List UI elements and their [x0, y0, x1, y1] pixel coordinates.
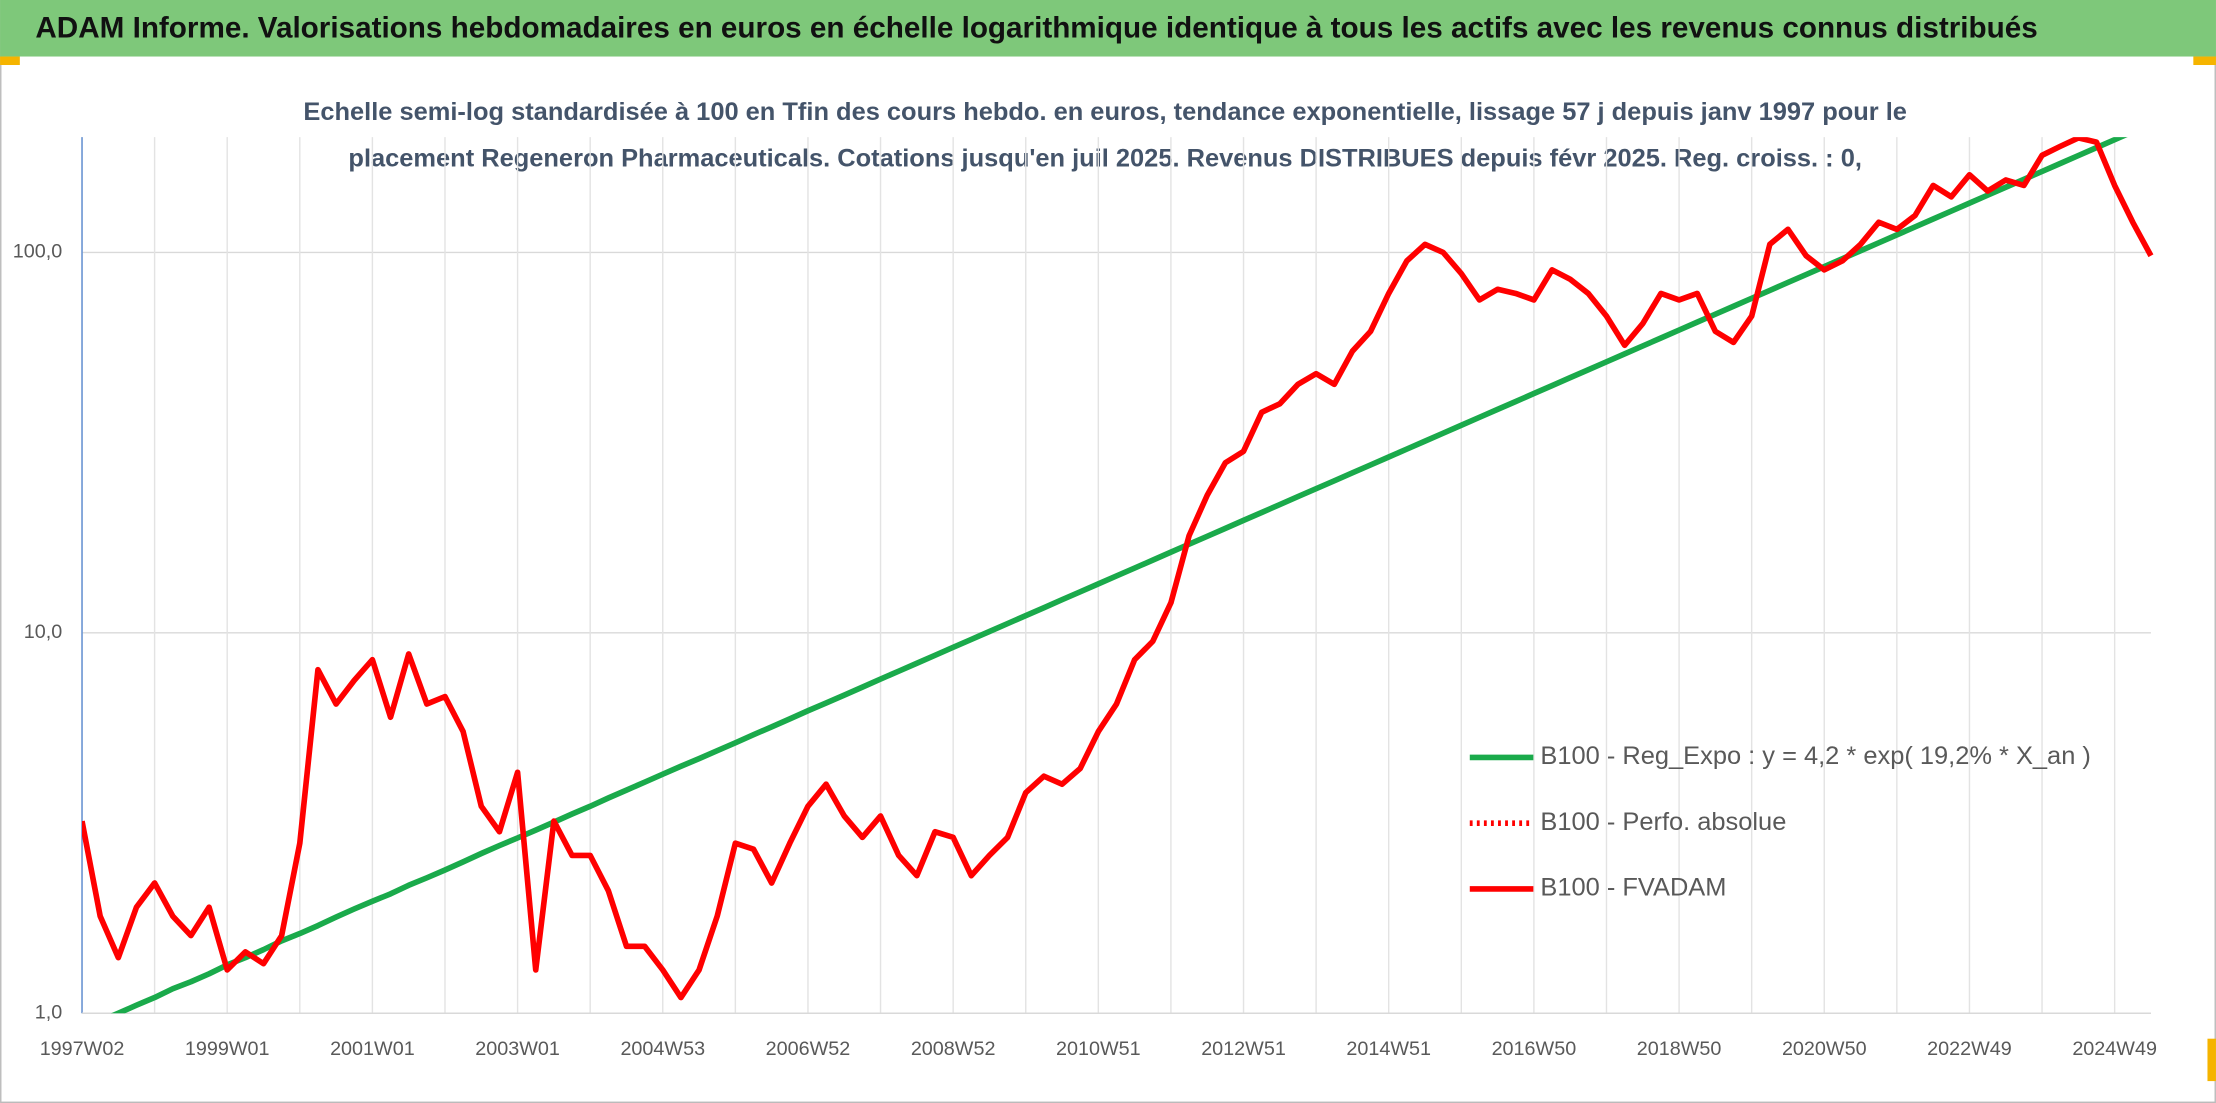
legend-label: B100 - FVADAM [1540, 874, 1726, 902]
x-tick-label: 2008W52 [911, 1038, 996, 1060]
corner-mark [2193, 56, 2216, 66]
x-tick-label: 2001W01 [330, 1038, 415, 1060]
corner-mark [2207, 1038, 2216, 1082]
series-line [110, 137, 2128, 1014]
y-tick-label: 100,0 [13, 241, 62, 263]
x-tick-label: 2014W51 [1346, 1038, 1431, 1060]
x-tick-label: 1997W02 [40, 1038, 125, 1060]
x-tick-label: 2004W53 [620, 1038, 705, 1060]
chart-title: ADAM Informe. Valorisations hebdomadaire… [35, 12, 2037, 45]
x-tick-label: 2006W52 [766, 1038, 851, 1060]
legend-label: B100 - Perfo. absolue [1540, 808, 1786, 836]
x-tick-label: 2012W51 [1201, 1038, 1286, 1060]
x-tick-label: 2020W50 [1782, 1038, 1867, 1060]
x-tick-label: 2018W50 [1637, 1038, 1722, 1060]
y-tick-label: 1,0 [35, 1001, 62, 1023]
x-tick-label: 2016W50 [1492, 1038, 1577, 1060]
x-tick-label: 2003W01 [475, 1038, 560, 1060]
x-tick-label: 1999W01 [185, 1038, 270, 1060]
chart-subtitle: placement Regeneron Pharmaceuticals. Cot… [348, 144, 1861, 172]
corner-mark [0, 56, 20, 66]
chart-subtitle: Echelle semi-log standardisée à 100 en T… [303, 98, 1907, 126]
series-line [82, 137, 2154, 1001]
plot-area [82, 137, 2154, 1014]
y-tick-label: 10,0 [24, 621, 62, 643]
x-tick-label: 2024W49 [2072, 1038, 2157, 1060]
x-tick-label: 2010W51 [1056, 1038, 1141, 1060]
x-tick-label: 2022W49 [1927, 1038, 2012, 1060]
legend-label: B100 - Reg_Expo : y = 4,2 * exp( 19,2% *… [1540, 742, 2090, 770]
header-banner [0, 0, 2216, 57]
